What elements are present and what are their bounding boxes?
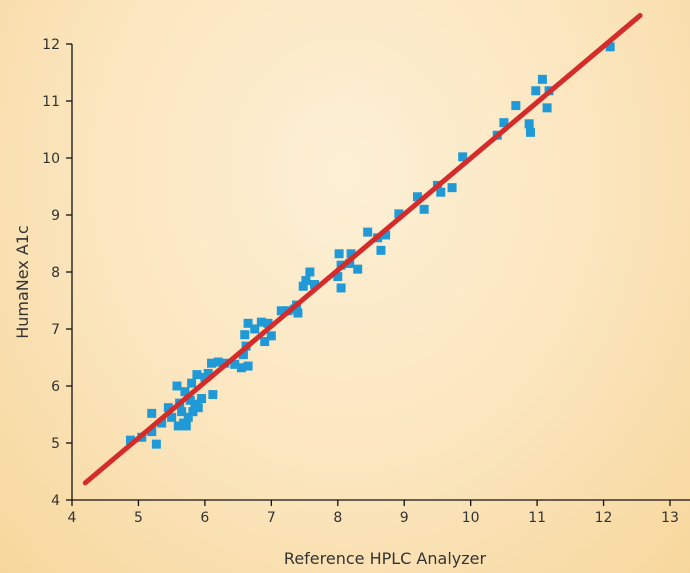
y-tick-label: 10 [42, 151, 60, 167]
data-point [542, 103, 552, 113]
x-tick-label: 10 [462, 510, 480, 526]
data-point [207, 358, 217, 368]
data-point [260, 337, 270, 347]
data-point [499, 118, 509, 128]
data-point [381, 230, 391, 240]
data-point [167, 412, 177, 422]
fit-line-group [82, 13, 643, 486]
data-point [525, 127, 535, 137]
data-point [336, 283, 346, 293]
x-tick-label: 11 [528, 510, 546, 526]
data-point [177, 407, 187, 417]
x-tick-label: 7 [267, 510, 276, 526]
data-point [125, 435, 135, 445]
data-point [213, 357, 223, 367]
data-point [436, 187, 446, 197]
data-point [151, 439, 161, 449]
x-axis-title: Reference HPLC Analyzer [284, 549, 487, 568]
y-tick-label: 7 [51, 322, 60, 338]
x-axis-ticks: 4 5 6 7 8 9 10 11 12 13 [68, 500, 679, 526]
data-point [363, 227, 373, 237]
data-point [238, 350, 248, 360]
y-tick-label: 11 [42, 94, 60, 110]
data-point [346, 249, 356, 259]
data-point [147, 427, 157, 437]
data-point [208, 390, 218, 400]
data-point [157, 418, 167, 428]
data-point [301, 276, 311, 286]
y-tick-label: 6 [51, 379, 60, 395]
y-tick-label: 4 [51, 493, 60, 509]
data-point [172, 381, 182, 391]
data-point [230, 359, 240, 369]
data-point [394, 209, 404, 219]
data-point [266, 331, 276, 341]
data-point [243, 361, 253, 371]
y-tick-label: 9 [51, 208, 60, 224]
x-tick-label: 5 [134, 510, 143, 526]
data-point [263, 318, 273, 328]
x-tick-label: 12 [595, 510, 613, 526]
data-point [524, 119, 534, 129]
data-point [345, 258, 355, 268]
data-point [147, 408, 157, 418]
y-axis-ticks: 4 5 6 7 8 9 10 11 12 [42, 37, 72, 509]
y-axis-title: HumaNex A1c [13, 225, 32, 339]
data-point [173, 421, 183, 431]
x-tick-label: 4 [68, 510, 77, 526]
data-point [193, 403, 203, 413]
data-point [192, 370, 202, 380]
data-point [419, 204, 429, 214]
data-point [310, 280, 320, 290]
data-point [605, 42, 615, 52]
data-point [353, 264, 363, 274]
data-point [163, 403, 173, 413]
data-point [511, 101, 521, 111]
data-point [183, 412, 193, 422]
y-tick-label: 5 [51, 436, 60, 452]
axes [71, 44, 690, 501]
data-point [334, 249, 344, 259]
data-point [413, 192, 423, 202]
x-tick-label: 8 [333, 510, 342, 526]
data-point [240, 330, 250, 340]
data-point [197, 394, 207, 404]
data-point [187, 378, 197, 388]
y-tick-label: 8 [51, 265, 60, 281]
x-tick-label: 13 [661, 510, 679, 526]
data-point [276, 306, 286, 316]
data-point [531, 86, 541, 96]
y-tick-label: 12 [42, 37, 60, 53]
data-point [180, 387, 190, 397]
data-point [236, 363, 246, 373]
data-point [188, 407, 198, 417]
data-point [537, 74, 547, 84]
data-point [458, 152, 468, 162]
data-point [333, 272, 343, 282]
data-point [185, 395, 195, 405]
data-point [447, 183, 457, 193]
data-point [250, 324, 260, 334]
data-point [256, 317, 266, 327]
data-point [298, 281, 308, 291]
data-point [203, 368, 213, 378]
x-tick-label: 6 [200, 510, 209, 526]
x-tick-label: 9 [400, 510, 409, 526]
data-point [293, 308, 303, 318]
data-point [181, 421, 191, 431]
data-point [243, 318, 253, 328]
fit-line [82, 13, 643, 486]
data-point [376, 245, 386, 255]
data-point [305, 267, 315, 277]
